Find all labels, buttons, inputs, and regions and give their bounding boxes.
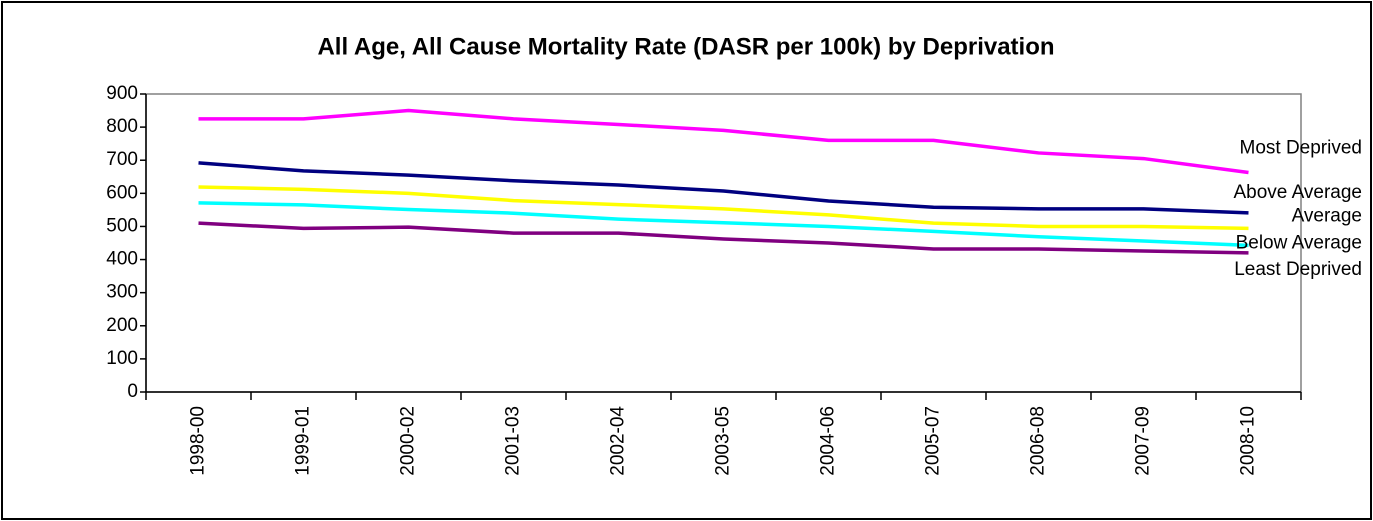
series-label: Below Average (1236, 232, 1362, 253)
y-tick-label: 400 (106, 249, 138, 270)
x-tick-label: 1999-01 (293, 406, 314, 476)
y-tick-label: 700 (106, 149, 138, 170)
series-line (198, 201, 1249, 248)
x-tick-label: 2006-08 (1028, 406, 1049, 476)
x-tick-label: 2007-09 (1133, 406, 1154, 476)
y-tick-label: 100 (106, 348, 138, 369)
y-tick-label: 300 (106, 282, 138, 303)
series-line (198, 108, 1249, 175)
series-line (198, 185, 1249, 231)
x-tick-label: 2001-03 (503, 406, 524, 476)
x-tick-label: 2008-10 (1238, 406, 1259, 476)
x-tick-label: 2004-06 (818, 406, 839, 476)
y-tick-label: 500 (106, 215, 138, 236)
x-tick-label: 2005-07 (923, 406, 944, 476)
series-label: Average (1292, 205, 1362, 226)
y-tick-label: 600 (106, 182, 138, 203)
series-label: Above Average (1233, 182, 1362, 203)
x-tick-label: 2002-04 (608, 406, 629, 476)
series-label: Least Deprived (1234, 259, 1362, 280)
y-tick-label: 800 (106, 116, 138, 137)
y-tick-label: 900 (106, 83, 138, 104)
x-tick-label: 2003-05 (713, 406, 734, 476)
chart-title: All Age, All Cause Mortality Rate (DASR … (317, 33, 1054, 60)
y-tick-label: 0 (127, 381, 138, 402)
x-tick-label: 2000-02 (398, 406, 419, 476)
x-tick-label: 1998-00 (188, 406, 209, 476)
series-line (198, 161, 1249, 215)
series-line (198, 221, 1249, 255)
y-tick-label: 200 (106, 315, 138, 336)
series-label: Most Deprived (1240, 137, 1363, 158)
